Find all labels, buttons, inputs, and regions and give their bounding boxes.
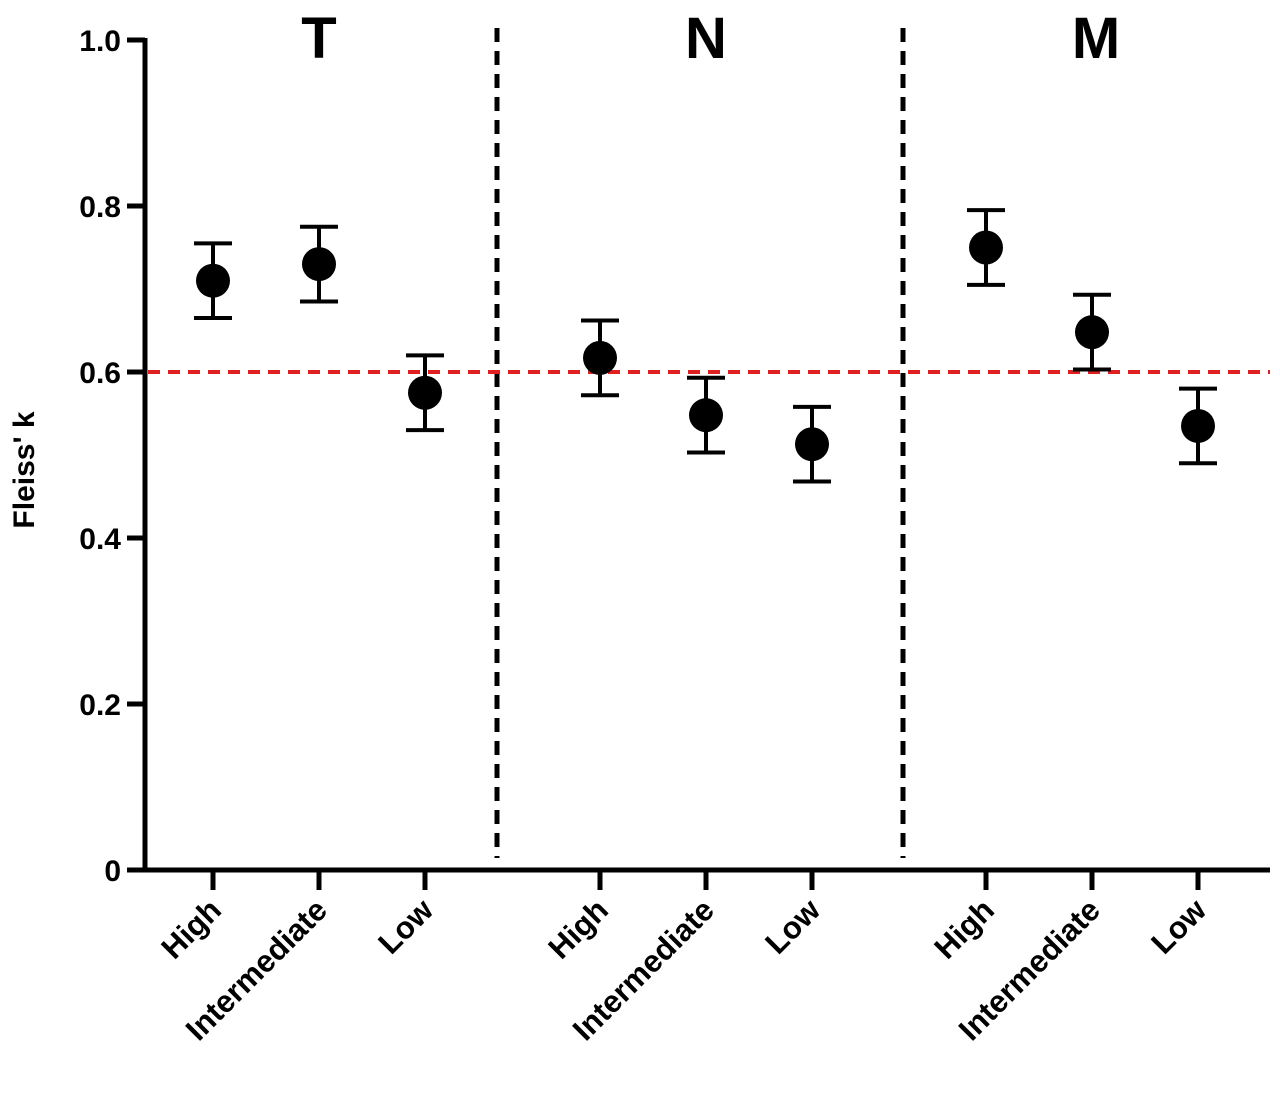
axes-layer: [127, 28, 1270, 890]
panel-label: T: [301, 6, 336, 71]
y-tick-label: 0.8: [79, 191, 121, 224]
y-tick-label: 0: [104, 855, 121, 888]
data-point: [969, 230, 1003, 265]
data-point: [302, 247, 336, 282]
data-point: [1181, 408, 1215, 443]
y-tick-label: 0.2: [79, 689, 121, 722]
data-point: [583, 340, 617, 375]
data-point: [795, 427, 829, 462]
panel-label: M: [1072, 6, 1120, 71]
data-point: [689, 398, 723, 433]
marks-layer: [194, 208, 1217, 484]
x-tick-label: High: [927, 892, 1000, 965]
y-tick-label: 0.4: [79, 523, 121, 556]
data-point: [1075, 315, 1109, 350]
x-tick-label: Low: [371, 892, 440, 961]
x-tick-label: High: [541, 892, 614, 965]
y-axis-title: Fleiss' k: [8, 411, 41, 529]
y-tick-label: 1.0: [79, 25, 121, 58]
data-point: [196, 263, 230, 298]
x-tick-label: Low: [1144, 892, 1213, 961]
panel-label: N: [685, 6, 727, 71]
y-tick-label: 0.6: [79, 357, 121, 390]
data-point: [408, 375, 442, 410]
x-tick-label: High: [154, 892, 227, 965]
x-tick-label: Low: [758, 892, 827, 961]
